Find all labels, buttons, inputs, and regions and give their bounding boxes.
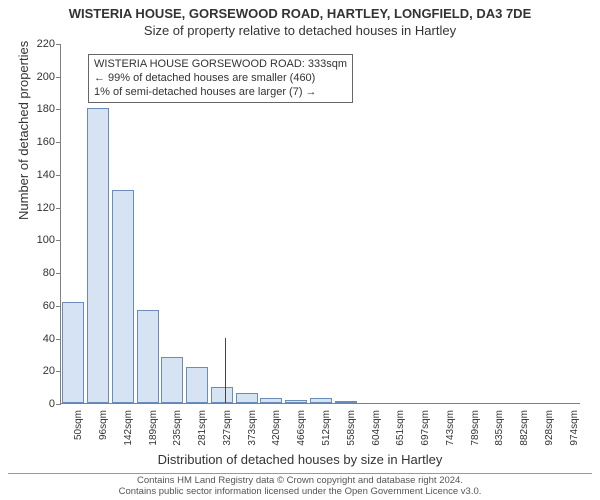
x-tick-label: 789sqm xyxy=(470,410,481,450)
subject-marker xyxy=(225,338,226,403)
y-tick xyxy=(56,175,61,176)
x-tick-label: 512sqm xyxy=(321,410,332,450)
y-tick-label: 180 xyxy=(25,103,55,115)
y-tick xyxy=(56,109,61,110)
y-tick-label: 200 xyxy=(25,71,55,83)
y-tick-label: 40 xyxy=(25,333,55,345)
y-tick xyxy=(56,339,61,340)
x-tick-label: 373sqm xyxy=(247,410,258,450)
y-tick-label: 100 xyxy=(25,234,55,246)
x-tick-label: 281sqm xyxy=(197,410,208,450)
y-tick-label: 120 xyxy=(25,202,55,214)
y-tick xyxy=(56,404,61,405)
x-tick-label: 697sqm xyxy=(420,410,431,450)
y-tick-label: 160 xyxy=(25,136,55,148)
x-tick-label: 327sqm xyxy=(222,410,233,450)
x-tick-label: 420sqm xyxy=(271,410,282,450)
y-tick-label: 220 xyxy=(25,38,55,50)
x-tick-label: 142sqm xyxy=(123,410,134,450)
x-tick-label: 189sqm xyxy=(148,410,159,450)
x-tick-label: 466sqm xyxy=(296,410,307,450)
histogram-bar xyxy=(137,310,159,403)
histogram-bar xyxy=(211,387,233,403)
histogram-bar xyxy=(310,398,332,403)
x-tick-label: 928sqm xyxy=(544,410,555,450)
histogram-bar xyxy=(335,401,357,403)
x-tick-label: 50sqm xyxy=(73,410,84,450)
x-tick-label: 96sqm xyxy=(98,410,109,450)
chart-title-address: WISTERIA HOUSE, GORSEWOOD ROAD, HARTLEY,… xyxy=(0,0,600,21)
y-tick xyxy=(56,306,61,307)
y-tick-label: 0 xyxy=(25,398,55,410)
histogram-bar xyxy=(87,108,109,403)
y-tick-label: 80 xyxy=(25,267,55,279)
annotation-line-3: 1% of semi-detached houses are larger (7… xyxy=(94,86,347,100)
footer-line-2: Contains public sector information licen… xyxy=(8,487,592,498)
y-tick xyxy=(56,77,61,78)
annotation-line-1: WISTERIA HOUSE GORSEWOOD ROAD: 333sqm xyxy=(94,58,347,72)
histogram-bar xyxy=(285,400,307,403)
histogram-bar xyxy=(236,393,258,403)
histogram-bar xyxy=(260,398,282,403)
x-tick-label: 604sqm xyxy=(371,410,382,450)
y-tick-label: 20 xyxy=(25,365,55,377)
histogram-bar xyxy=(161,357,183,403)
y-tick xyxy=(56,371,61,372)
annotation-line-2: ← 99% of detached houses are smaller (46… xyxy=(94,72,347,86)
y-tick xyxy=(56,208,61,209)
x-tick-label: 835sqm xyxy=(494,410,505,450)
y-tick xyxy=(56,44,61,45)
histogram-bar xyxy=(186,367,208,403)
x-axis-label: Distribution of detached houses by size … xyxy=(0,452,600,467)
histogram-bar xyxy=(112,190,134,403)
footer-attribution: Contains HM Land Registry data © Crown c… xyxy=(8,473,592,498)
y-axis-label: Number of detached properties xyxy=(16,41,31,220)
x-tick-label: 651sqm xyxy=(395,410,406,450)
y-tick xyxy=(56,142,61,143)
annotation-box: WISTERIA HOUSE GORSEWOOD ROAD: 333sqm ← … xyxy=(88,54,353,103)
histogram-bar xyxy=(62,302,84,403)
x-tick-label: 743sqm xyxy=(445,410,456,450)
x-tick-label: 974sqm xyxy=(569,410,580,450)
x-tick-label: 235sqm xyxy=(172,410,183,450)
y-tick xyxy=(56,273,61,274)
y-tick xyxy=(56,240,61,241)
x-tick-label: 882sqm xyxy=(519,410,530,450)
x-tick-label: 558sqm xyxy=(346,410,357,450)
chart-subtitle: Size of property relative to detached ho… xyxy=(0,21,600,38)
y-tick-label: 140 xyxy=(25,169,55,181)
y-tick-label: 60 xyxy=(25,300,55,312)
